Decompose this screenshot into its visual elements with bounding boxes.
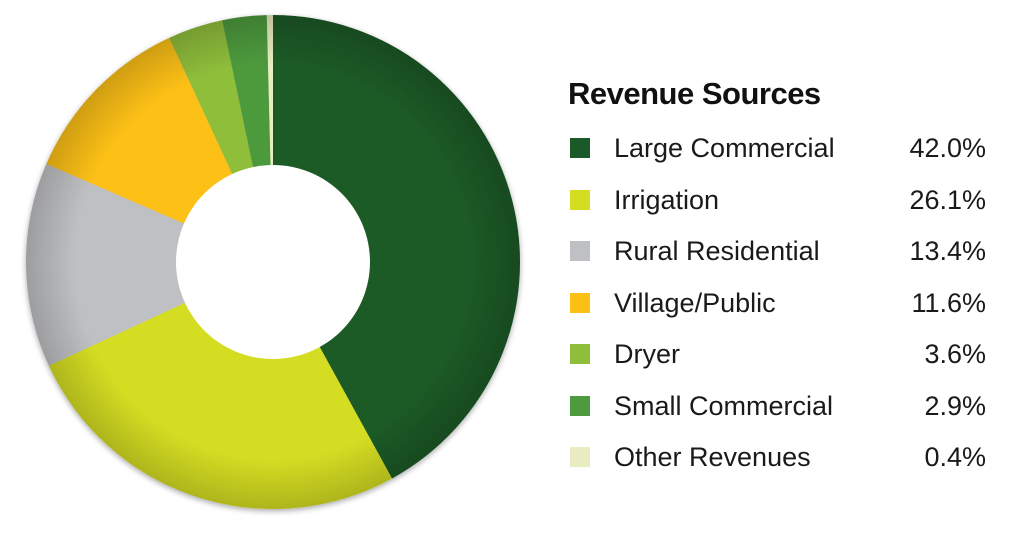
legend-label: Irrigation: [614, 184, 720, 215]
chart-title: Revenue Sources: [568, 76, 821, 111]
donut-hole: [176, 165, 370, 359]
legend-value: 26.1%: [909, 184, 986, 215]
legend-item-rural-residential: Rural Residential 13.4%: [568, 229, 988, 281]
legend-swatch: [570, 138, 590, 158]
legend-label: Other Revenues: [614, 442, 811, 472]
legend-item-large-commercial: Large Commercial 42.0%: [568, 126, 988, 178]
legend-label: Village/Public: [614, 287, 776, 318]
legend-value: 3.6%: [924, 339, 986, 369]
legend-value: 42.0%: [909, 133, 986, 163]
legend-item-small-commercial: Small Commercial 2.9%: [568, 384, 988, 436]
legend-value: 2.9%: [924, 390, 986, 421]
legend-swatch: [570, 344, 590, 364]
legend-swatch: [570, 447, 590, 467]
legend: Revenue Sources Large Commercial 42.0% Irr…: [568, 74, 988, 487]
legend-label: Rural Residential: [614, 236, 820, 266]
legend-item-dryer: Dryer 3.6%: [568, 332, 988, 384]
legend-item-irrigation: Irrigation 26.1%: [568, 178, 988, 230]
legend-label: Dryer: [614, 339, 680, 369]
legend-swatch: [570, 241, 590, 261]
legend-label: Large Commercial: [614, 133, 835, 163]
legend-item-village-public: Village/Public 11.6%: [568, 281, 988, 333]
legend-label: Small Commercial: [614, 390, 834, 421]
legend-swatch: [570, 292, 590, 313]
legend-swatch: [570, 395, 590, 416]
legend-value: 11.6%: [911, 287, 986, 318]
legend-value: 0.4%: [924, 442, 986, 472]
legend-value: 13.4%: [909, 236, 986, 266]
legend-rows: Large Commercial 42.0% Irrigation 26.1% Rura…: [568, 126, 988, 487]
legend-item-other-revenues: Other Revenues 0.4%: [568, 435, 988, 487]
donut-chart: [26, 15, 521, 509]
legend-swatch: [570, 189, 590, 210]
